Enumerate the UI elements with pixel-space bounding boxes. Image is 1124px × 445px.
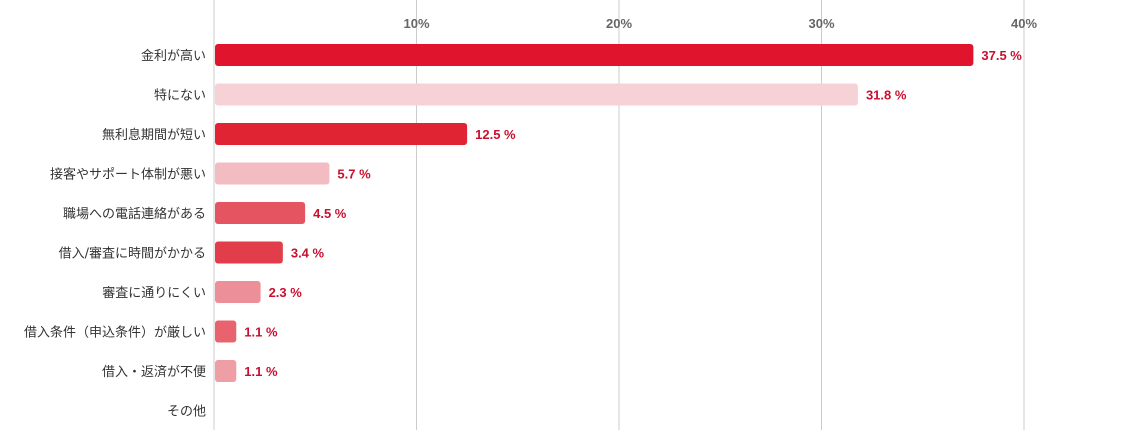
bar <box>215 320 237 343</box>
bar <box>215 360 237 382</box>
category-label: 接客やサポート体制が悪い <box>50 167 206 183</box>
bar <box>215 162 330 185</box>
data-label: 4.5 % <box>313 206 347 221</box>
data-label: 12.5 % <box>475 127 516 142</box>
bar <box>215 44 974 66</box>
data-label: 1.1 % <box>244 325 278 340</box>
category-labels: 金利が高い特にない無利息期間が短い接客やサポート体制が悪い職場への電話連絡がある… <box>24 48 206 420</box>
data-label: 3.4 % <box>291 246 325 261</box>
category-label: 借入・返済が不便 <box>102 364 206 380</box>
category-label: 特にない <box>154 89 206 104</box>
category-label: その他 <box>167 405 206 420</box>
gridlines <box>213 0 1025 430</box>
category-label: 無利息期間が短い <box>102 127 206 143</box>
bar <box>215 281 261 303</box>
bar <box>215 202 306 224</box>
x-tick-label: 10% <box>403 16 429 31</box>
data-label: 5.7 % <box>337 167 371 182</box>
value-labels: 37.5 % 31.8 % 12.5 % 5.7 % 4.5 % 3.4 % 2.3 % 1.… <box>244 48 1022 379</box>
bar <box>215 123 468 145</box>
data-label: 37.5 % <box>981 48 1022 63</box>
category-label: 借入/審査に時間がかかる <box>59 247 206 262</box>
data-label: 31.8 % <box>866 88 907 103</box>
data-label: 1.1 % <box>244 364 278 379</box>
category-label: 審査に通りにくい <box>102 286 206 301</box>
bar <box>215 83 858 106</box>
bar <box>215 241 283 264</box>
data-label: 2.3 % <box>269 285 303 300</box>
x-tick-label: 20% <box>606 16 632 31</box>
category-label: 借入条件（申込条件）が厳しい <box>24 325 206 341</box>
category-label: 職場への電話連絡がある <box>63 206 206 222</box>
x-axis-ticks: 10% 20% 30% 40% <box>403 16 1037 31</box>
bars <box>215 44 974 382</box>
category-label: 金利が高い <box>141 48 206 64</box>
x-tick-label: 30% <box>808 16 834 31</box>
x-tick-label: 40% <box>1011 16 1037 31</box>
